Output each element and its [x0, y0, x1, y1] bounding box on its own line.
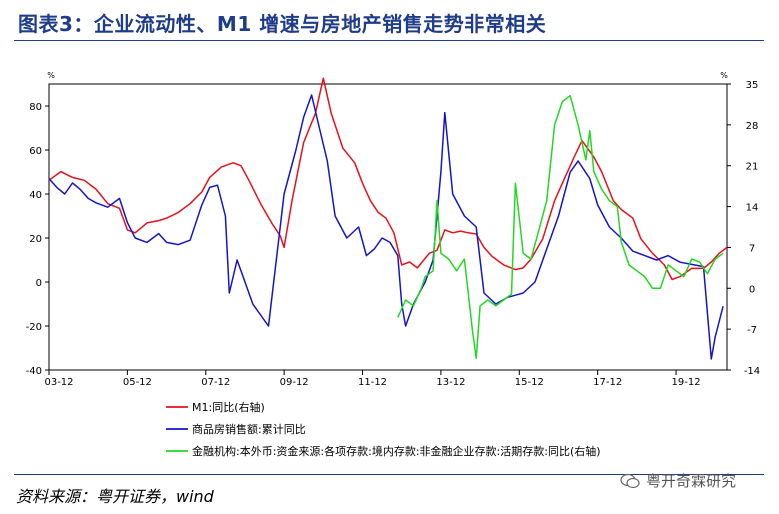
series-line-1 [48, 77, 728, 281]
left-axis: % -40 -20 0 20 40 60 80 [26, 71, 56, 377]
left-axis-unit: % [47, 71, 55, 80]
page-title: 图表3：企业流动性、M1 增速与房地产销售走势非常相关 [18, 12, 547, 36]
legend-label-3: 金融机构:本外币:资金来源:各项存款:境内存款:非金融企业存款:活期存款:同比(… [192, 444, 601, 458]
right-tick-label: 7 [749, 243, 755, 254]
watermark-text: 粤开奇霖研究 [646, 472, 737, 490]
right-axis: % -14 -7 0 7 14 21 28 35 [720, 71, 760, 377]
x-tick-label: 05-12 [123, 377, 152, 388]
left-tick-label: 80 [29, 102, 42, 113]
series-layer [48, 77, 728, 360]
x-tick-label: 13-12 [436, 377, 465, 388]
left-tick-label: 0 [36, 278, 42, 289]
x-tick-label: 17-12 [593, 377, 622, 388]
right-tick-label: 14 [746, 203, 759, 214]
x-tick-label: 09-12 [280, 377, 309, 388]
right-tick-label: -7 [747, 325, 757, 336]
left-tick-label: -20 [26, 322, 42, 333]
x-tick-label: 19-12 [672, 377, 701, 388]
right-tick-label: 0 [749, 284, 755, 295]
plot-frame [48, 83, 728, 371]
right-tick-label: -14 [744, 366, 760, 377]
left-tick-label: -40 [26, 366, 42, 377]
legend: M1:同比(右轴) 商品房销售额:累计同比金融机构:本外币:资金来源:各项存款:境… [166, 400, 601, 458]
legend-label-2: 商品房销售额:累计同比 [192, 422, 306, 436]
series-line-3 [397, 94, 724, 360]
plot-border [48, 83, 728, 371]
watermark: 粤开奇霖研究 [620, 470, 736, 491]
series-line-2 [48, 94, 724, 360]
right-tick-label: 21 [746, 162, 759, 173]
title-divider [14, 40, 764, 41]
left-tick-label: 40 [29, 190, 42, 201]
x-axis: 03-12 05-12 07-12 09-12 11-12 13-12 15-12 17-12… [44, 370, 701, 388]
right-tick-label: 28 [746, 121, 759, 132]
x-tick-label: 07-12 [201, 377, 230, 388]
left-tick-label: 60 [29, 146, 42, 157]
x-tick-label: 11-12 [358, 377, 387, 388]
legend-label-1: M1:同比(右轴) [192, 400, 265, 414]
left-tick-label: 20 [29, 234, 42, 245]
footer-divider [14, 474, 764, 475]
x-tick-label: 03-12 [44, 377, 73, 388]
source-note: 资料来源：粤开证券，wind [16, 487, 214, 506]
right-axis-unit: % [720, 71, 728, 80]
x-tick-label: 15-12 [515, 377, 544, 388]
wechat-icon [620, 473, 640, 488]
right-tick-label: 35 [746, 80, 759, 91]
